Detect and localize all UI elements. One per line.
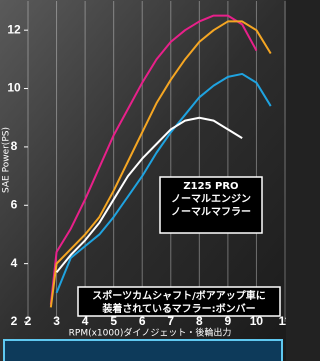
annotation-text: ノーマルマフラー — [171, 206, 251, 218]
y-tick-label: 4 — [11, 256, 18, 270]
x-tick-label: 2 — [25, 314, 32, 328]
y-tick-label: 8 — [11, 139, 18, 153]
y-tick-label: 12 — [7, 22, 21, 36]
chart: 23456789101124681012 SAE Power(PS) RPM(x… — [0, 0, 286, 361]
page: {"chart_data": {"type": "line", "x_label… — [0, 0, 320, 361]
y-tick-label: 2 — [11, 314, 18, 328]
y-tick-label: 6 — [11, 197, 18, 211]
annotation-text: 装着されているマフラー:ボンバー — [101, 302, 255, 315]
y-tick-label: 10 — [7, 81, 21, 95]
x-tick-label: 3 — [53, 314, 60, 328]
annotation-text: Z125 PRO — [183, 181, 238, 192]
annotation-text: スポーツカムシャフト/ボアアップ車に — [92, 289, 265, 302]
annotation-text: ノーマルエンジン — [171, 193, 251, 205]
footer-box — [4, 340, 282, 361]
x-axis-title: RPM(x1000)ダイノジェット・後輪出力 — [69, 327, 232, 339]
y-axis-title: SAE Power(PS) — [2, 127, 12, 193]
